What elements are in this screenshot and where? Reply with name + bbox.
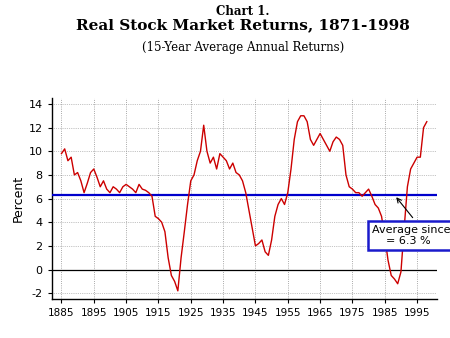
Y-axis label: Percent: Percent bbox=[11, 175, 24, 222]
Text: (15-Year Average Annual Returns): (15-Year Average Annual Returns) bbox=[142, 41, 344, 53]
Text: Average since 1871
    = 6.3 %: Average since 1871 = 6.3 % bbox=[372, 198, 450, 246]
Text: Real Stock Market Returns, 1871-1998: Real Stock Market Returns, 1871-1998 bbox=[76, 19, 410, 32]
Text: Chart 1.: Chart 1. bbox=[216, 5, 270, 18]
